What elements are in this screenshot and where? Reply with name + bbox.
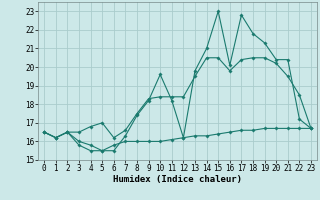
X-axis label: Humidex (Indice chaleur): Humidex (Indice chaleur) bbox=[113, 175, 242, 184]
